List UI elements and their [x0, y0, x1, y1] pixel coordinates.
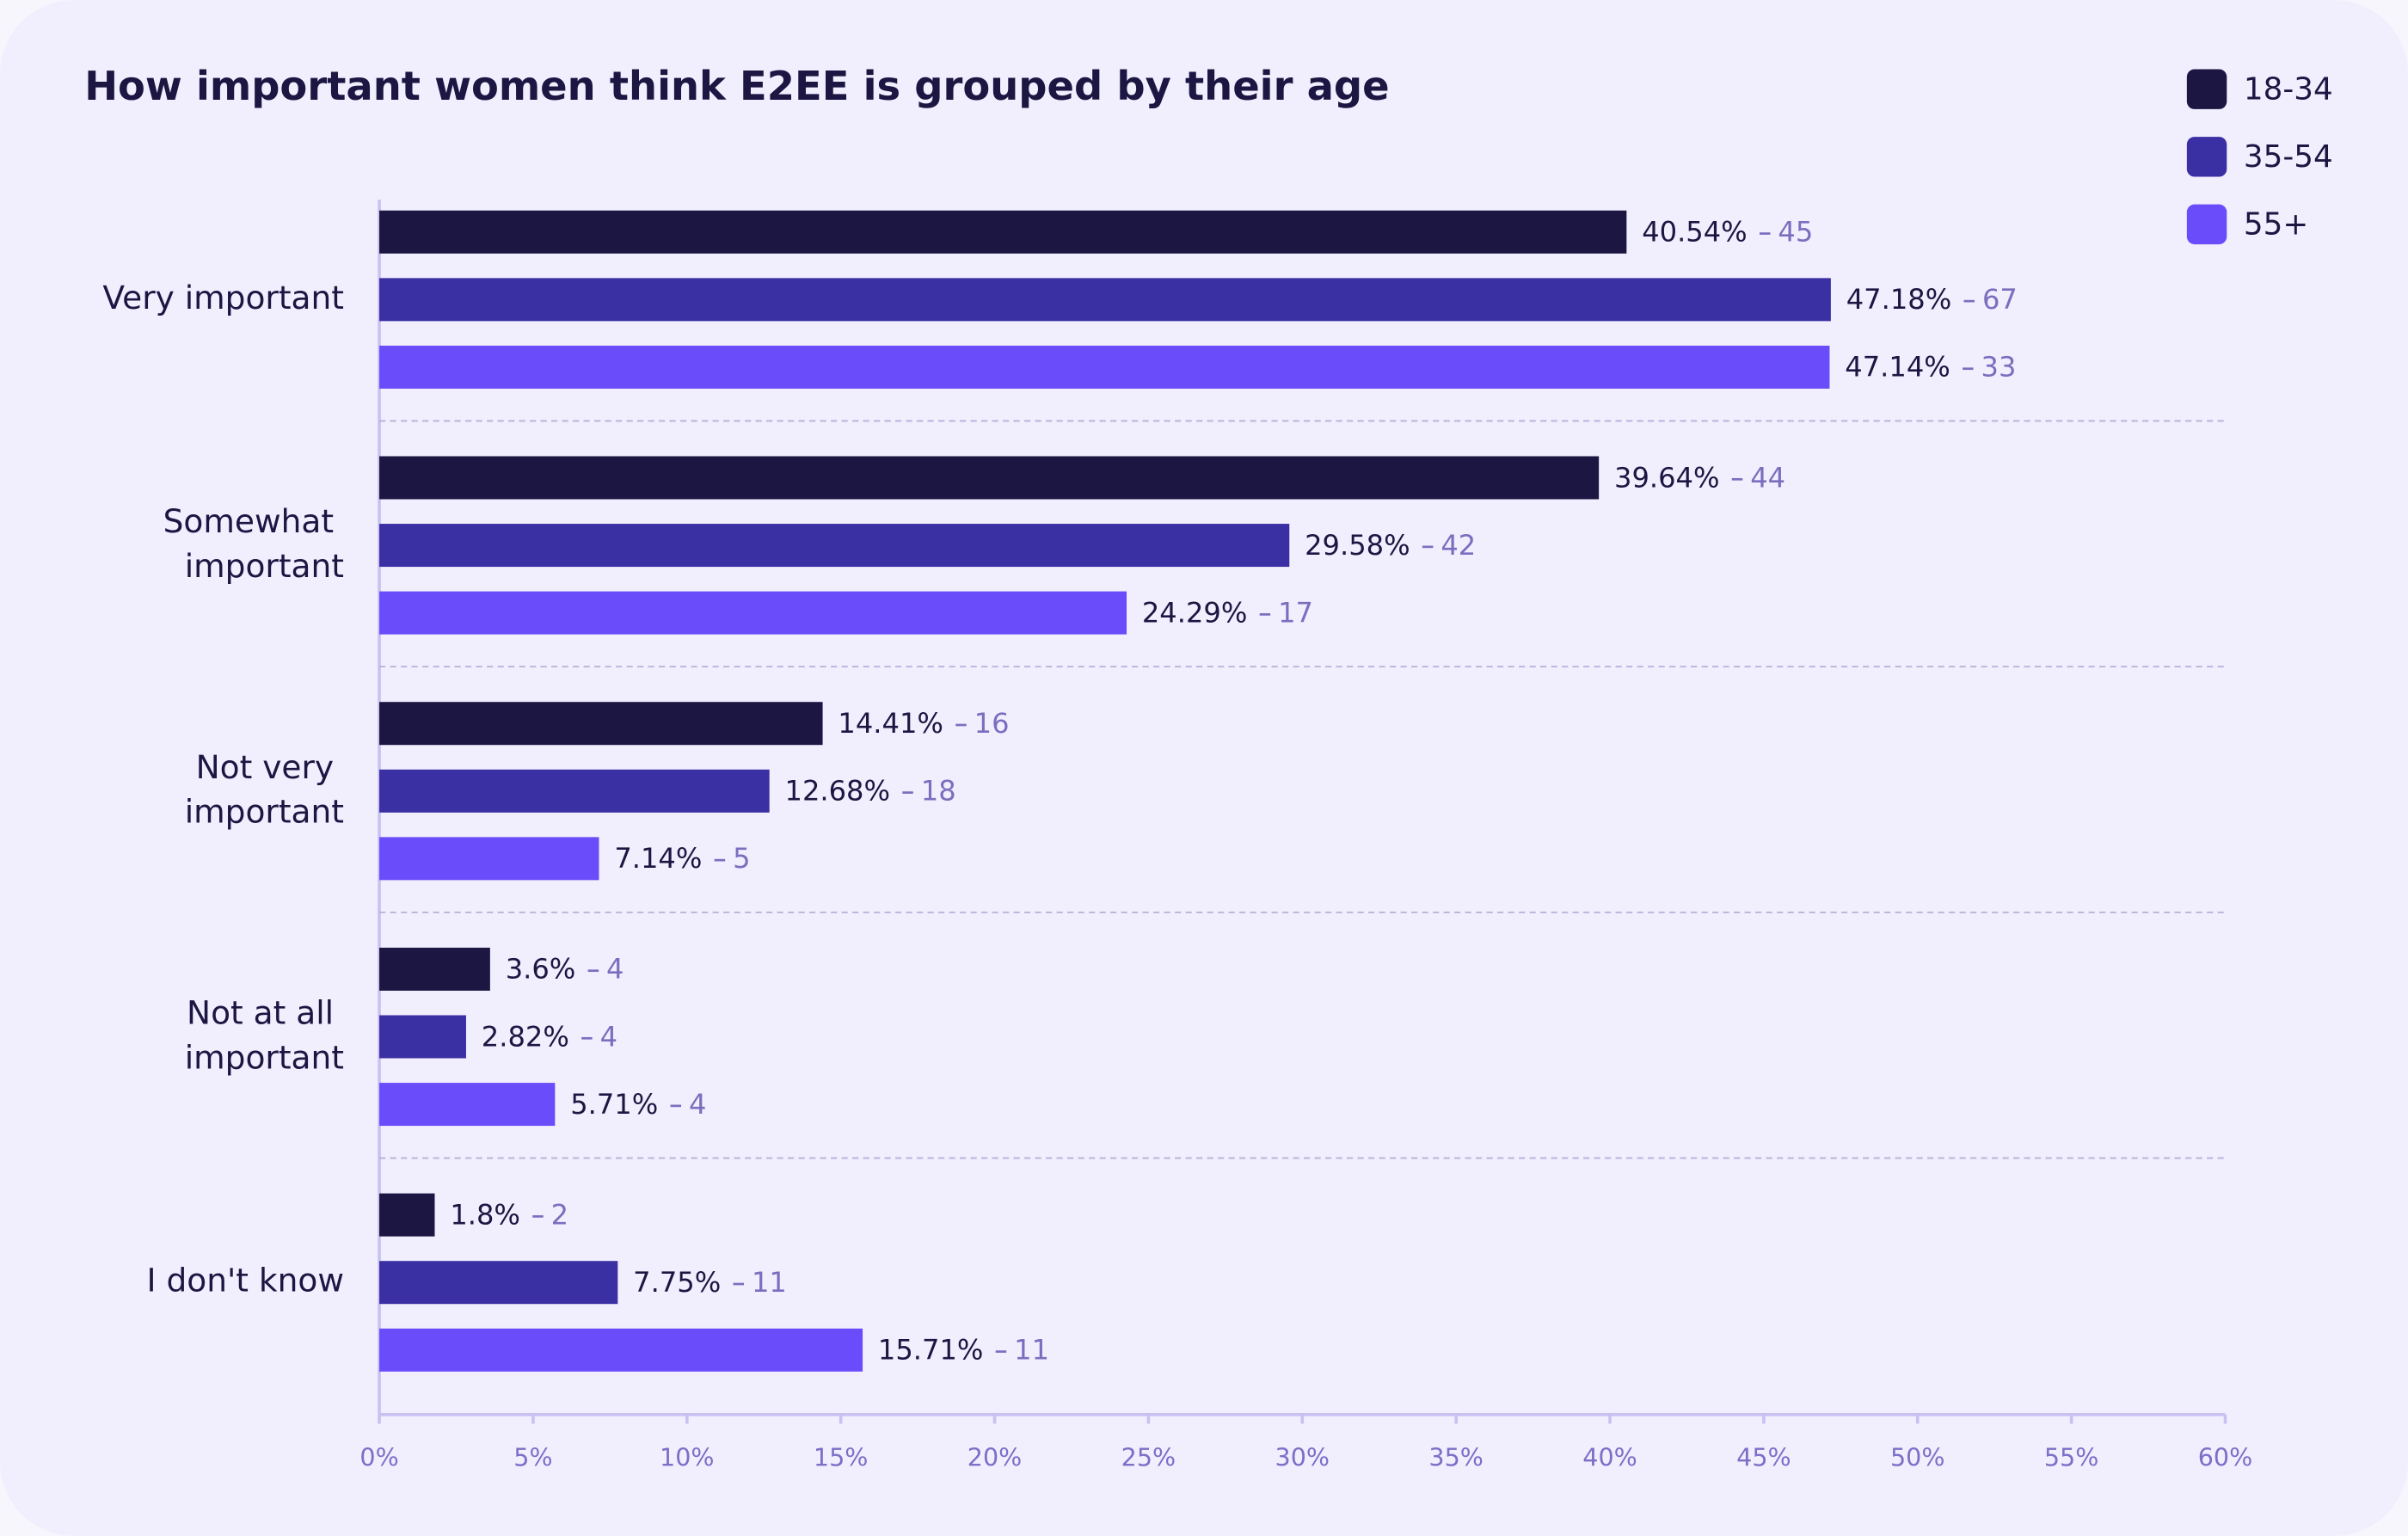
- legend-label: 35-54: [2244, 139, 2333, 175]
- bar: [379, 1328, 863, 1372]
- category-label-line: Not very: [196, 747, 344, 785]
- bar: [379, 702, 823, 746]
- count-label: 44: [1750, 461, 1785, 494]
- count-label: 2: [551, 1198, 568, 1231]
- category-label-line: Somewhat: [163, 502, 344, 540]
- x-tick-label: 15%: [814, 1443, 869, 1472]
- value-label: 7.75%: [633, 1266, 721, 1299]
- value-label: 29.58%: [1305, 529, 1410, 562]
- legend-swatch: [2186, 204, 2227, 245]
- value-label: 12.68%: [785, 775, 891, 808]
- count-label: 11: [1014, 1334, 1049, 1367]
- legend-label: 55+: [2244, 207, 2308, 243]
- value-label: 5.71%: [570, 1088, 658, 1121]
- count-label: 45: [1778, 216, 1813, 249]
- x-tick-label: 25%: [1121, 1443, 1176, 1472]
- bar: [379, 1015, 466, 1059]
- bar: [379, 524, 1290, 568]
- value-label: 47.14%: [1845, 351, 1950, 384]
- legend-label: 18-34: [2244, 71, 2333, 107]
- count-label: 4: [689, 1088, 706, 1121]
- bar: [379, 947, 490, 991]
- bar: [379, 210, 1627, 254]
- bar: [379, 278, 1831, 322]
- x-tick-label: 30%: [1275, 1443, 1330, 1472]
- value-label: 39.64%: [1614, 461, 1719, 494]
- count-label: 5: [733, 842, 750, 875]
- count-label: 67: [1982, 283, 2018, 316]
- value-label: 47.18%: [1846, 283, 1952, 316]
- x-tick-label: 0%: [359, 1443, 398, 1472]
- x-tick-label: 5%: [513, 1443, 552, 1472]
- x-tick-label: 10%: [660, 1443, 715, 1472]
- x-tick-label: 40%: [1582, 1443, 1637, 1472]
- category-label: Not very important: [185, 747, 344, 830]
- count-label: 16: [974, 707, 1010, 740]
- value-label: 7.14%: [614, 842, 702, 875]
- bar: [379, 1083, 556, 1127]
- bar: [379, 591, 1127, 635]
- bar: [379, 837, 599, 881]
- category-label: I don't know: [146, 1262, 344, 1299]
- legend-swatch: [2186, 137, 2227, 177]
- category-label: Not at all important: [185, 993, 344, 1076]
- bar: [379, 1193, 435, 1237]
- count-label: 4: [606, 953, 624, 986]
- value-label: 3.6%: [506, 953, 576, 986]
- x-tick-label: 20%: [968, 1443, 1023, 1472]
- category-label: Very important: [102, 279, 344, 316]
- category-label-line: Not at all: [187, 993, 344, 1031]
- value-label: 24.29%: [1142, 596, 1248, 629]
- category-label-line: important: [185, 1038, 344, 1076]
- category-label-line: important: [185, 546, 344, 584]
- count-label: 11: [752, 1266, 787, 1299]
- count-label: 33: [1981, 351, 2017, 384]
- count-label: 4: [600, 1020, 617, 1053]
- count-label: 17: [1278, 596, 1313, 629]
- bar: [379, 456, 1600, 500]
- bar: [379, 345, 1830, 389]
- value-label: 2.82%: [482, 1020, 569, 1053]
- x-tick-label: 55%: [2044, 1443, 2099, 1472]
- x-tick-label: 50%: [1890, 1443, 1945, 1472]
- category-label: Somewhat important: [163, 502, 344, 585]
- category-label-line: important: [185, 792, 344, 830]
- x-tick-label: 35%: [1428, 1443, 1484, 1472]
- value-label: 40.54%: [1642, 216, 1748, 249]
- count-label: 42: [1440, 529, 1476, 562]
- bar: [379, 1261, 618, 1305]
- bar: [379, 769, 770, 813]
- x-tick-label: 60%: [2198, 1443, 2253, 1472]
- value-label: 15.71%: [878, 1334, 984, 1367]
- legend-swatch: [2186, 69, 2227, 109]
- chart-title: How important women think E2EE is groupe…: [84, 63, 1389, 109]
- x-tick-label: 45%: [1736, 1443, 1791, 1472]
- count-label: 18: [921, 775, 956, 808]
- value-label: 14.41%: [838, 707, 943, 740]
- value-label: 1.8%: [450, 1198, 520, 1231]
